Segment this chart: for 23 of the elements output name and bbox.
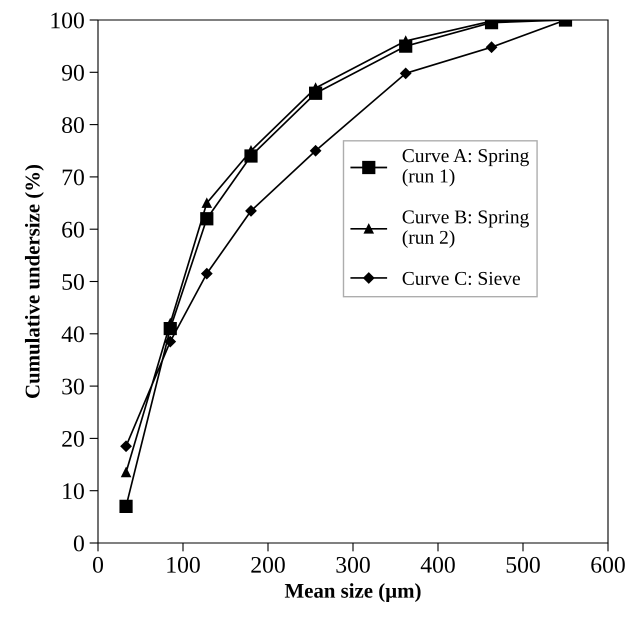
x-tick-label: 300 <box>336 556 370 573</box>
y-tick-label: 60 <box>62 222 84 238</box>
legend-label: Curve B: Spring (run 2) <box>402 210 529 248</box>
legend-label: Curve C: Sieve <box>402 272 520 286</box>
y-tick-label: 90 <box>62 64 84 81</box>
y-tick-label: 10 <box>63 483 84 500</box>
x-tick-label: 0 <box>92 556 104 573</box>
y-tick-label: 70 <box>62 169 84 186</box>
x-tick-label: 400 <box>420 556 455 573</box>
y-tick-label: 40 <box>62 326 84 342</box>
y-tick-label: 80 <box>62 117 84 134</box>
x-tick-label: 100 <box>167 556 200 573</box>
x-tick-label: 200 <box>251 556 285 573</box>
y-tick-label: 0 <box>74 535 84 552</box>
x-axis-title: Mean size (µm) <box>284 583 421 602</box>
x-tick-label: 600 <box>591 556 625 573</box>
x-tick-label: 500 <box>506 556 540 573</box>
y-tick-label: 20 <box>62 430 84 447</box>
y-tick-label: 50 <box>62 274 84 290</box>
legend-label: Curve A: Spring (run 1) <box>402 149 529 187</box>
y-tick-label: 30 <box>62 378 84 395</box>
y-tick-label: 100 <box>51 12 84 28</box>
y-axis-title: Cumulative undersize (%) <box>24 164 44 398</box>
